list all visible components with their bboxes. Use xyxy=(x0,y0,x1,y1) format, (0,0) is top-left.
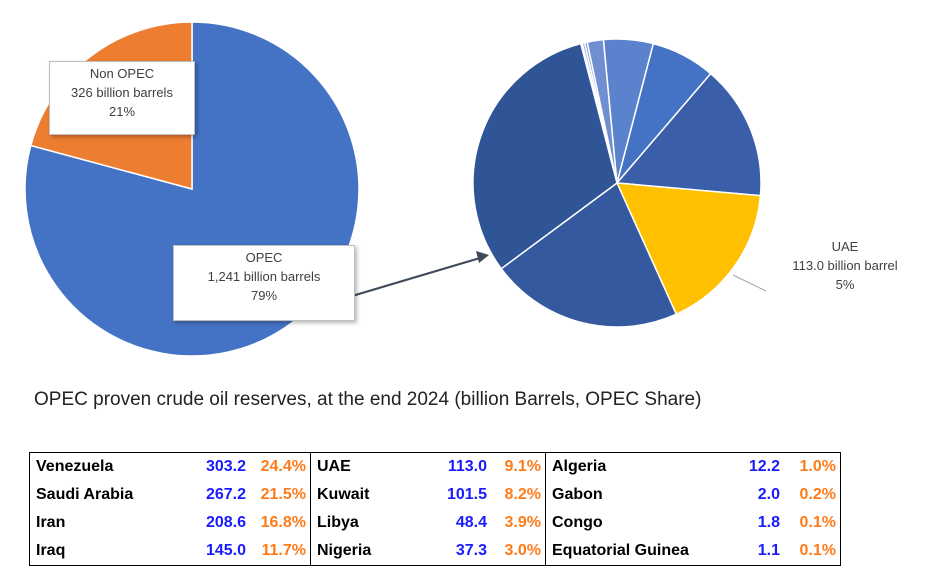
value-cell: 208.6 xyxy=(205,514,246,531)
share-cell: 0.2% xyxy=(799,486,836,503)
share-cell: 1.0% xyxy=(799,458,836,475)
opec-share: 79% xyxy=(250,288,278,303)
country-cell: Kuwait xyxy=(317,486,370,503)
share-cell: 0.1% xyxy=(799,542,836,559)
country-cell: Venezuela xyxy=(36,458,114,475)
pie-slice-iran xyxy=(472,42,618,270)
opec-label: OPEC xyxy=(245,250,283,265)
reserves-table: Venezuela 303.2 24.4% UAE 113.0 9.1% Alg… xyxy=(29,452,841,566)
value-cell: 267.2 xyxy=(205,486,246,503)
pie-slice-uae xyxy=(615,182,762,316)
pie-slice-kuwait xyxy=(615,72,762,197)
table-row: Venezuela 303.2 24.4% UAE 113.0 9.1% Alg… xyxy=(30,452,841,481)
share-cell: 11.7% xyxy=(250,537,311,566)
non-opec-volume: 326 billion barrels xyxy=(71,85,173,100)
country-cell: Libya xyxy=(317,514,359,531)
value-cell: 101.5 xyxy=(446,486,487,503)
non-opec-share: 21% xyxy=(108,104,136,119)
uae-label-share: 5% xyxy=(835,277,855,292)
uae-label-volume: 113.0 billion barrel xyxy=(792,258,898,273)
share-cell: 21.5% xyxy=(250,481,311,509)
uae-leader-line xyxy=(732,274,767,292)
uae-label-name: UAE xyxy=(831,239,859,254)
value-cell: 1.8 xyxy=(757,514,780,531)
value-cell: 145.0 xyxy=(205,542,246,559)
connector-arrowhead xyxy=(476,251,489,263)
country-cell: UAE xyxy=(317,458,351,475)
share-cell: 3.0% xyxy=(491,537,546,566)
share-cell: 8.2% xyxy=(491,481,546,509)
uae-label: UAE 113.0 billion barrel 5% xyxy=(770,237,920,294)
value-cell: 12.2 xyxy=(748,458,780,475)
value-cell: 2.0 xyxy=(757,486,780,503)
country-cell: Iran xyxy=(36,514,66,531)
table-row: Iran 208.6 16.8% Libya 48.4 3.9% Congo 1… xyxy=(30,509,841,537)
value-cell: 113.0 xyxy=(447,458,487,475)
table-row: Iraq 145.0 11.7% Nigeria 37.3 3.0% Equat… xyxy=(30,537,841,566)
opec-callout: OPEC 1,241 billion barrels 79% xyxy=(173,245,355,321)
country-cell: Iraq xyxy=(36,542,66,559)
country-cell: Saudi Arabia xyxy=(36,486,134,503)
share-cell: 3.9% xyxy=(491,509,546,537)
value-cell: 303.2 xyxy=(205,458,246,475)
chart-caption: OPEC proven crude oil reserves, at the e… xyxy=(34,389,702,410)
country-cell: Nigeria xyxy=(317,542,372,559)
table-row: Saudi Arabia 267.2 21.5% Kuwait 101.5 8.… xyxy=(30,481,841,509)
value-cell: 48.4 xyxy=(455,514,487,531)
value-cell: 1.1 xyxy=(757,542,780,559)
share-cell: 0.1% xyxy=(799,514,836,531)
non-opec-label: Non OPEC xyxy=(89,66,155,81)
country-cell: Equatorial Guinea xyxy=(552,542,689,559)
opec-members-pie xyxy=(472,38,762,328)
pie-slice-iraq xyxy=(500,181,678,328)
share-cell: 9.1% xyxy=(491,452,546,481)
non-opec-callout: Non OPEC 326 billion barrels 21% xyxy=(49,61,195,135)
country-cell: Gabon xyxy=(552,486,603,503)
opec-volume: 1,241 billion barrels xyxy=(207,269,321,284)
share-cell: 16.8% xyxy=(250,509,311,537)
value-cell: 37.3 xyxy=(455,542,487,559)
country-cell: Congo xyxy=(552,514,603,531)
connector-arrow xyxy=(351,256,481,298)
share-cell: 24.4% xyxy=(250,452,311,481)
country-cell: Algeria xyxy=(552,458,607,475)
